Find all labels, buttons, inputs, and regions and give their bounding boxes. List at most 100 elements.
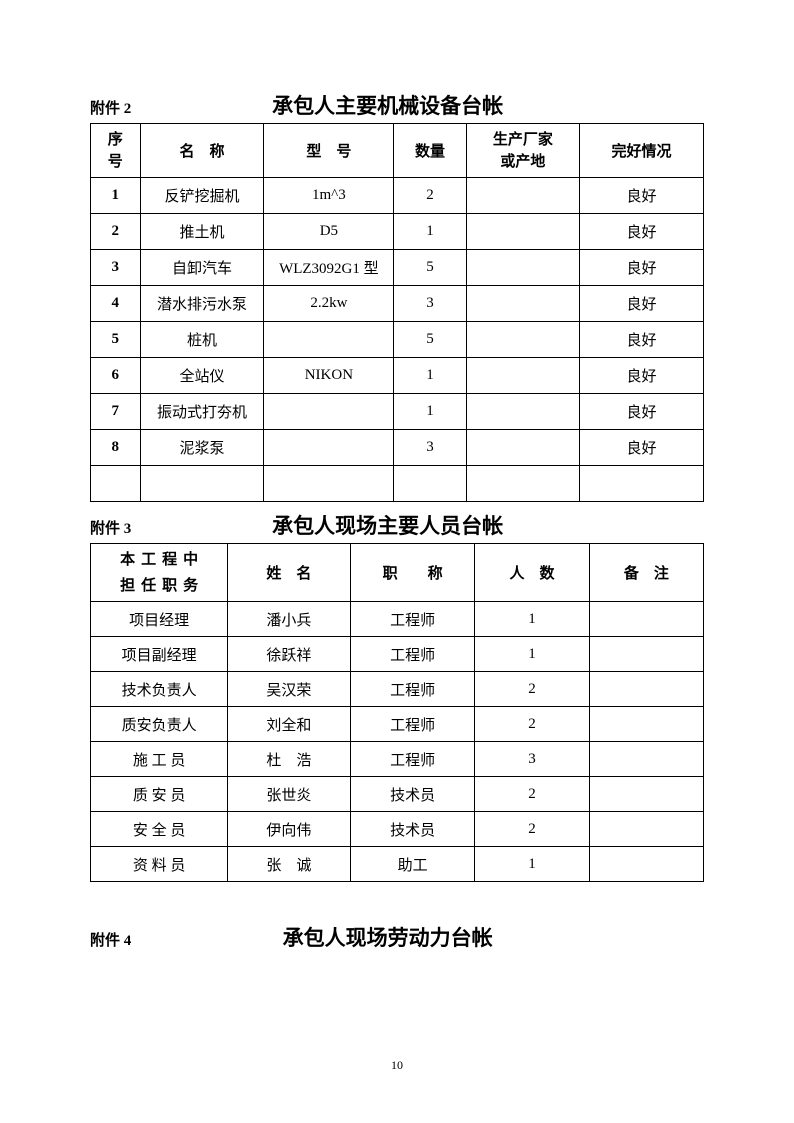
table-row: 项目副经理徐跃祥工程师1 (91, 637, 704, 672)
table-cell: 工程师 (350, 602, 475, 637)
header-role: 本工程中担任职务 (91, 544, 228, 602)
table-row: 2推土机D51 良好 (91, 214, 704, 250)
table-cell: 技术员 (350, 777, 475, 812)
table-cell: 推土机 (140, 214, 264, 250)
table-row: 6全站仪NIKON1良好 (91, 358, 704, 394)
table-cell: 1 (475, 847, 589, 882)
section3-title: 承包人现场劳动力台帐 (71, 922, 704, 952)
table-cell: 资 料 员 (91, 847, 228, 882)
table-cell: 桩机 (140, 322, 264, 358)
table-cell: 工程师 (350, 672, 475, 707)
table-cell: 5 (91, 322, 141, 358)
table-cell: 2 (91, 214, 141, 250)
table-cell: 2 (475, 777, 589, 812)
table-cell (264, 322, 394, 358)
table-cell (264, 430, 394, 466)
table-cell (589, 602, 703, 637)
table-cell: 项目经理 (91, 602, 228, 637)
table-cell (466, 430, 580, 466)
table-cell: 工程师 (350, 707, 475, 742)
table-cell (394, 466, 466, 502)
table-cell: 2 (394, 178, 466, 214)
table-cell: 2 (475, 672, 589, 707)
table-cell: 项目副经理 (91, 637, 228, 672)
table-cell: 良好 (580, 178, 704, 214)
table-cell: 1 (91, 178, 141, 214)
table-cell: 反铲挖掘机 (140, 178, 264, 214)
table-cell (466, 214, 580, 250)
header-count: 人 数 (475, 544, 589, 602)
table-header-row: 本工程中担任职务 姓 名 职 称 人 数 备 注 (91, 544, 704, 602)
table-cell: 质安负责人 (91, 707, 228, 742)
table-row (91, 466, 704, 502)
table-cell: 8 (91, 430, 141, 466)
table-cell: 良好 (580, 430, 704, 466)
header-qty: 数量 (394, 124, 466, 178)
table-cell: 杜 浩 (228, 742, 351, 777)
table-cell: 助工 (350, 847, 475, 882)
table-cell: 3 (394, 430, 466, 466)
table-row: 4潜水排污水泵2.2kw3良好 (91, 286, 704, 322)
table-row: 1反铲挖掘机1m^32良好 (91, 178, 704, 214)
table-cell: 张世炎 (228, 777, 351, 812)
table-cell (589, 847, 703, 882)
section2-header: 附件 3 承包人现场主要人员台帐 (90, 510, 704, 540)
table-cell: 良好 (580, 214, 704, 250)
header-title: 职 称 (350, 544, 475, 602)
table-cell: NIKON (264, 358, 394, 394)
section2-title: 承包人现场主要人员台帐 (71, 510, 704, 540)
section1-header: 附件 2 承包人主要机械设备台帐 (90, 90, 704, 120)
table-cell: 吴汉荣 (228, 672, 351, 707)
table-cell: 2.2kw (264, 286, 394, 322)
table-cell: D5 (264, 214, 394, 250)
header-maker: 生产厂家或产地 (466, 124, 580, 178)
table-cell: 良好 (580, 250, 704, 286)
table-row: 质安负责人刘全和工程师2 (91, 707, 704, 742)
table-cell (466, 394, 580, 430)
table-cell: 2 (475, 812, 589, 847)
table-row: 8泥浆泵 3 良好 (91, 430, 704, 466)
table-cell: 张 诚 (228, 847, 351, 882)
table-cell: 全站仪 (140, 358, 264, 394)
table-cell: 2 (475, 707, 589, 742)
table-cell (466, 322, 580, 358)
table-cell: 工程师 (350, 637, 475, 672)
table-cell (466, 358, 580, 394)
table-cell: 良好 (580, 358, 704, 394)
equipment-table: 序号 名 称 型 号 数量 生产厂家或产地 完好情况 1反铲挖掘机1m^32良好… (90, 123, 704, 502)
table-cell (264, 394, 394, 430)
table-cell: 4 (91, 286, 141, 322)
table-row: 项目经理潘小兵工程师1 (91, 602, 704, 637)
header-remark: 备 注 (589, 544, 703, 602)
table-cell: 泥浆泵 (140, 430, 264, 466)
table-cell (264, 466, 394, 502)
table-cell (91, 466, 141, 502)
section1-title: 承包人主要机械设备台帐 (71, 90, 704, 120)
table-cell: 潜水排污水泵 (140, 286, 264, 322)
table-cell (580, 466, 704, 502)
table-cell (466, 178, 580, 214)
table-cell (589, 707, 703, 742)
table-cell: 自卸汽车 (140, 250, 264, 286)
table-cell: 良好 (580, 394, 704, 430)
table-row: 资 料 员张 诚助工1 (91, 847, 704, 882)
table-cell: 5 (394, 250, 466, 286)
table-cell: 5 (394, 322, 466, 358)
table-row: 质 安 员张世炎技术员2 (91, 777, 704, 812)
table-cell: 施 工 员 (91, 742, 228, 777)
table-cell: 伊向伟 (228, 812, 351, 847)
table-cell: 潘小兵 (228, 602, 351, 637)
table-cell (140, 466, 264, 502)
header-model: 型 号 (264, 124, 394, 178)
table-cell: 1 (394, 394, 466, 430)
table-cell: 技术员 (350, 812, 475, 847)
table-cell: 振动式打夯机 (140, 394, 264, 430)
table-row: 3自卸汽车WLZ3092G1 型5良好 (91, 250, 704, 286)
header-seq: 序号 (91, 124, 141, 178)
table-cell (589, 672, 703, 707)
table-cell: 1 (394, 214, 466, 250)
table-row: 安 全 员伊向伟技术员2 (91, 812, 704, 847)
table-row: 施 工 员杜 浩工程师3 (91, 742, 704, 777)
table-cell (589, 742, 703, 777)
table-cell (466, 466, 580, 502)
